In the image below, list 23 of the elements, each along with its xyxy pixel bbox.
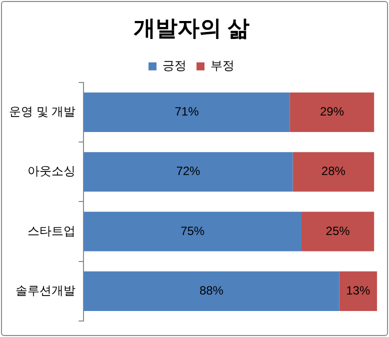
data-label: 88%: [199, 283, 224, 298]
legend-label: 긍정: [162, 58, 186, 73]
data-label: 72%: [176, 164, 201, 178]
y-tick-label: 스타트업: [28, 224, 76, 238]
y-tick-label: 운영 및 개발: [8, 104, 76, 119]
data-label: 13%: [346, 283, 370, 298]
bar: [84, 212, 302, 252]
y-tick-label: 솔루션개발: [16, 283, 76, 298]
y-tick-label: 아웃소싱: [28, 164, 76, 178]
bar: [292, 152, 374, 192]
data-label: 25%: [326, 224, 350, 238]
bar: [290, 92, 374, 132]
bar: [301, 212, 374, 252]
bar: [84, 92, 290, 132]
bar: [84, 152, 293, 192]
bar: [339, 271, 377, 311]
bar: [84, 271, 340, 311]
data-label: 29%: [320, 104, 344, 119]
data-label: 28%: [321, 164, 346, 178]
data-label: 75%: [180, 224, 205, 238]
data-label: 71%: [174, 104, 200, 119]
chart-title: 개발자의 삶: [133, 15, 250, 40]
legend-label: 부정: [210, 58, 234, 73]
